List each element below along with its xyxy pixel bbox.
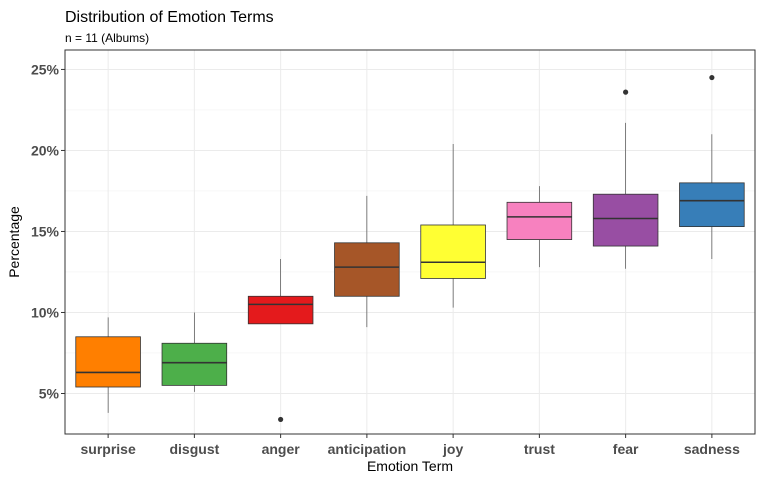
box-joy: [420, 143, 486, 308]
box-body: [334, 242, 400, 297]
y-tick-label: 5%: [39, 385, 60, 401]
outlier-point: [278, 416, 284, 423]
box-fear: [592, 89, 659, 269]
y-tick-label: 10%: [31, 304, 60, 320]
x-tick-label: surprise: [81, 441, 136, 457]
x-axis-title: Emotion Term: [367, 458, 453, 474]
x-tick-label: fear: [613, 441, 639, 457]
boxes: [75, 74, 745, 423]
outlier-point: [709, 74, 715, 81]
x-tick-label: anticipation: [328, 441, 407, 457]
box-trust: [506, 186, 573, 268]
box-body: [592, 193, 659, 247]
box-body: [506, 201, 573, 240]
x-tick-label: anger: [262, 441, 301, 457]
x-tick-label: sadness: [684, 441, 740, 457]
box-disgust: [161, 312, 228, 392]
x-tick-label: disgust: [169, 441, 219, 457]
box-sadness: [679, 74, 745, 260]
box-surprise: [75, 317, 141, 413]
y-tick-label: 15%: [31, 223, 60, 239]
axes: 5% 10% 15% 20% 25% surprise disgust anger antici…: [31, 61, 740, 457]
y-axis-title: Percentage: [6, 206, 22, 278]
outlier-point: [623, 89, 629, 95]
box-body: [247, 295, 314, 325]
y-tick-label: 20%: [31, 142, 60, 158]
x-tick-label: trust: [524, 441, 555, 457]
x-tick-label: joy: [442, 441, 463, 457]
chart-title: Distribution of Emotion Terms: [65, 9, 274, 26]
box-body: [161, 342, 228, 386]
box-body: [679, 182, 745, 228]
box-anger: [247, 259, 314, 423]
box-body: [420, 224, 486, 279]
panel-border: [64, 49, 756, 435]
box-body: [75, 336, 141, 388]
y-tick-label: 25%: [31, 61, 60, 77]
chart-subtitle: n = 11 (Albums): [65, 31, 149, 45]
box-anticipation: [334, 195, 400, 328]
